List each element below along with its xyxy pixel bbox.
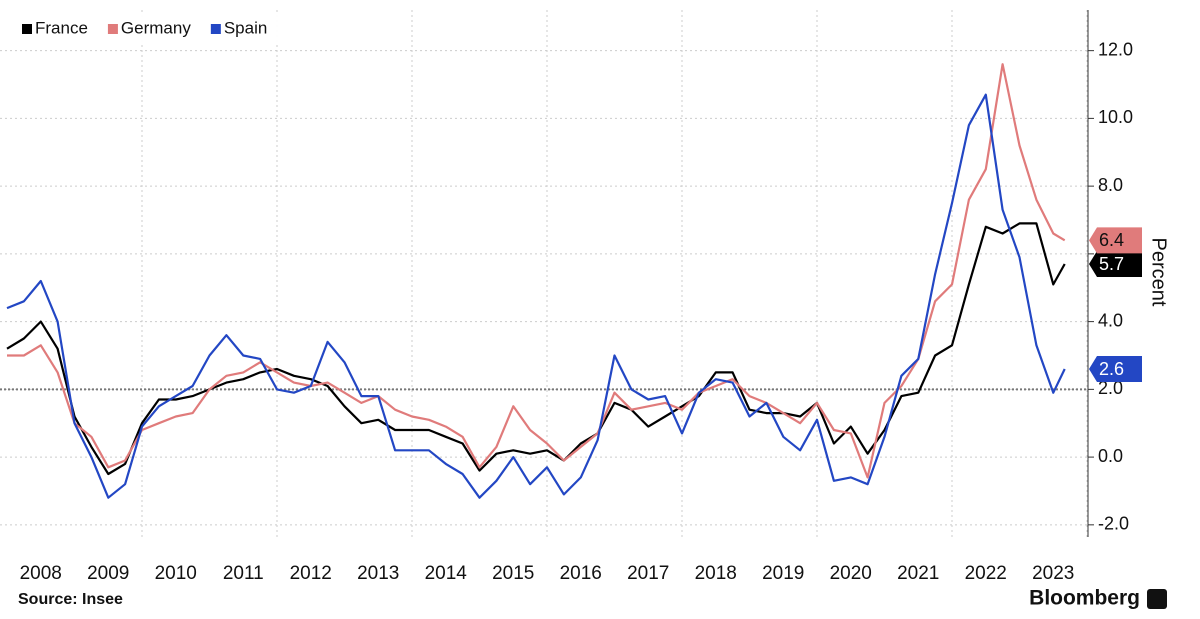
- legend-swatch: [107, 24, 118, 34]
- series-line: [7, 63, 1066, 479]
- legend-label: France: [35, 18, 88, 37]
- series-line: [6, 222, 1066, 476]
- x-tick-label: 2014: [425, 563, 468, 584]
- x-tick-label: 2022: [965, 563, 1007, 584]
- y-axis-label: Percent: [1148, 238, 1170, 307]
- y-tick-label: 2.0: [1098, 378, 1123, 398]
- last-value-label: 5.7: [1099, 254, 1124, 274]
- legend-swatch: [210, 24, 221, 34]
- x-tick-label: 2016: [560, 563, 602, 584]
- x-tick-label: 2008: [20, 563, 62, 584]
- y-tick-label: -2.0: [1098, 514, 1129, 534]
- legend-box: [12, 12, 278, 45]
- x-tick-label: 2018: [695, 563, 737, 584]
- x-tick-label: 2013: [357, 563, 399, 584]
- x-tick-label: 2009: [87, 563, 129, 584]
- x-tick-label: 2023: [1032, 563, 1074, 584]
- x-tick-label: 2020: [830, 563, 872, 584]
- last-value-tag: [1089, 356, 1142, 383]
- x-tick-label: 2017: [627, 563, 669, 584]
- y-tick-label: 10.0: [1098, 107, 1133, 127]
- brand: Bloomberg: [1029, 587, 1140, 610]
- legend: France Germany Spain: [12, 12, 278, 45]
- series-line: [6, 93, 1066, 499]
- x-tick-label: 2012: [290, 563, 332, 584]
- legend-swatch: [22, 24, 32, 34]
- last-value-label: 2.6: [1099, 359, 1124, 379]
- y-tick-label: 8.0: [1098, 175, 1123, 195]
- last-value-tag: [1089, 251, 1142, 278]
- x-tick-label: 2021: [897, 563, 939, 584]
- x-tick-label: 2010: [155, 563, 197, 584]
- source: Source: Insee: [18, 591, 123, 608]
- last-value-tag: [1089, 227, 1142, 254]
- brand-logo: [1147, 589, 1167, 609]
- x-tick-label: 2019: [762, 563, 804, 584]
- y-tick-label: 4.0: [1098, 310, 1123, 330]
- last-value-label: 6.4: [1099, 230, 1124, 250]
- legend-label: Spain: [224, 18, 267, 37]
- x-tick-label: 2011: [223, 563, 264, 584]
- x-tick-label: 2015: [492, 563, 534, 584]
- y-tick-label: 12.0: [1098, 39, 1133, 59]
- legend-label: Germany: [121, 18, 191, 37]
- y-tick-label: 0.0: [1098, 446, 1123, 466]
